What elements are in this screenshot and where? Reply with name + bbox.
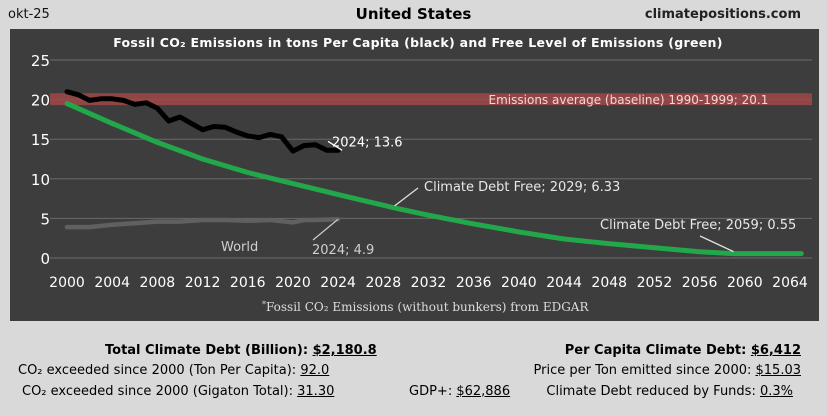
baseline-label: Emissions average (baseline) 1990-1999; … — [489, 93, 769, 107]
stat-price-per-ton: Price per Ton emitted since 2000: $15.03 — [534, 363, 801, 378]
stat-gdp-label: GDP+: — [409, 384, 457, 399]
stat-exceeded-gigaton-label: CO₂ exceeded since 2000 (Gigaton Total): — [22, 384, 298, 399]
chart-footnote: *Fossil CO₂ Emissions (without bunkers) … — [262, 300, 589, 314]
plot-background — [10, 29, 819, 321]
stat-exceeded-ton: CO₂ exceeded since 2000 (Ton Per Capita)… — [18, 363, 329, 378]
series-lines — [64, 89, 804, 257]
site-name: climatepositions.com — [644, 7, 801, 22]
stat-exceeded-ton-value: 92.0 — [300, 363, 330, 378]
y-tick-label: 25 — [31, 52, 50, 70]
stat-total-debt: Total Climate Debt (Billion): $2,180.8 — [105, 343, 377, 358]
stat-price-per-ton-label: Price per Ton emitted since 2000: — [533, 363, 756, 378]
x-tick-label: 2024 — [320, 275, 356, 291]
world-line — [64, 216, 341, 230]
stat-per-capita-debt-value: $6,412 — [750, 343, 801, 358]
x-tick-label: 2064 — [772, 275, 808, 291]
stat-price-per-ton-value: $15.03 — [755, 363, 802, 378]
stat-gdp-value: $62,886 — [456, 384, 511, 399]
x-tick-label: 2008 — [140, 275, 176, 291]
stat-funds-label: Climate Debt reduced by Funds: — [546, 384, 760, 399]
leader-line — [699, 235, 734, 253]
y-tick-label: 5 — [40, 210, 50, 228]
stat-per-capita-debt-label: Per Capita Climate Debt: — [564, 343, 751, 358]
free-level-line — [64, 101, 804, 257]
leader-line — [394, 187, 419, 207]
x-axis-ticks: 2000 2004 2008 2012 2016 2020 2024 2028 2032 2036… — [49, 275, 808, 291]
stat-funds-value: 0.3% — [759, 384, 793, 399]
annotation-leaders — [312, 140, 734, 253]
x-tick-label: 2004 — [94, 275, 130, 291]
baseline-band — [50, 93, 812, 106]
stat-exceeded-ton-label: CO₂ exceeded since 2000 (Ton Per Capita)… — [18, 363, 301, 378]
x-tick-label: 2056 — [682, 275, 718, 291]
stat-total-debt-label: Total Climate Debt (Billion): — [105, 343, 313, 358]
x-tick-label: 2060 — [727, 275, 763, 291]
stat-total-debt-value: $2,180.8 — [312, 343, 377, 358]
annotation-world: World — [221, 240, 258, 255]
x-tick-label: 2044 — [546, 275, 582, 291]
annotation-2024-emissions: 2024; 13.6 — [332, 135, 403, 150]
x-tick-label: 2028 — [365, 275, 401, 291]
x-tick-label: 2016 — [230, 275, 266, 291]
emissions-line — [64, 89, 341, 154]
y-axis-ticks: 0 5 10 15 20 25 — [31, 52, 50, 268]
stat-gdp: GDP+: $62,886 — [409, 384, 510, 399]
x-tick-label: 2012 — [185, 275, 221, 291]
stat-exceeded-gigaton-value: 31.30 — [297, 384, 335, 399]
date-label: okt-25 — [8, 7, 50, 22]
x-tick-label: 2040 — [501, 275, 537, 291]
y-tick-label: 15 — [31, 131, 50, 149]
leader-line — [312, 218, 339, 241]
chart-title: Fossil CO₂ Emissions in tons Per Capita … — [113, 35, 723, 50]
footnote-text: Fossil CO₂ Emissions (without bunkers) f… — [266, 300, 589, 314]
baseline-band-rect — [50, 93, 812, 106]
x-tick-label: 2052 — [637, 275, 673, 291]
stat-funds: Climate Debt reduced by Funds: 0.3% — [546, 384, 793, 399]
footnote-mark: * — [262, 300, 266, 309]
annotation-world-2024: 2024; 4.9 — [312, 243, 374, 258]
leader-line — [327, 140, 343, 151]
stat-per-capita-debt: Per Capita Climate Debt: $6,412 — [565, 343, 801, 358]
annotation-debt-free-2059: Climate Debt Free; 2059; 0.55 — [600, 218, 796, 233]
x-tick-label: 2048 — [591, 275, 627, 291]
x-tick-label: 2020 — [275, 275, 311, 291]
annotation-debt-free-2029: Climate Debt Free; 2029; 6.33 — [424, 180, 620, 195]
country-title: United States — [355, 5, 472, 23]
y-tick-label: 10 — [31, 171, 50, 189]
stat-exceeded-gigaton: CO₂ exceeded since 2000 (Gigaton Total):… — [22, 384, 334, 399]
y-tick-label: 0 — [40, 250, 50, 268]
x-tick-label: 2032 — [411, 275, 447, 291]
x-tick-label: 2000 — [49, 275, 85, 291]
y-tick-label: 20 — [31, 92, 50, 110]
x-tick-label: 2036 — [456, 275, 492, 291]
